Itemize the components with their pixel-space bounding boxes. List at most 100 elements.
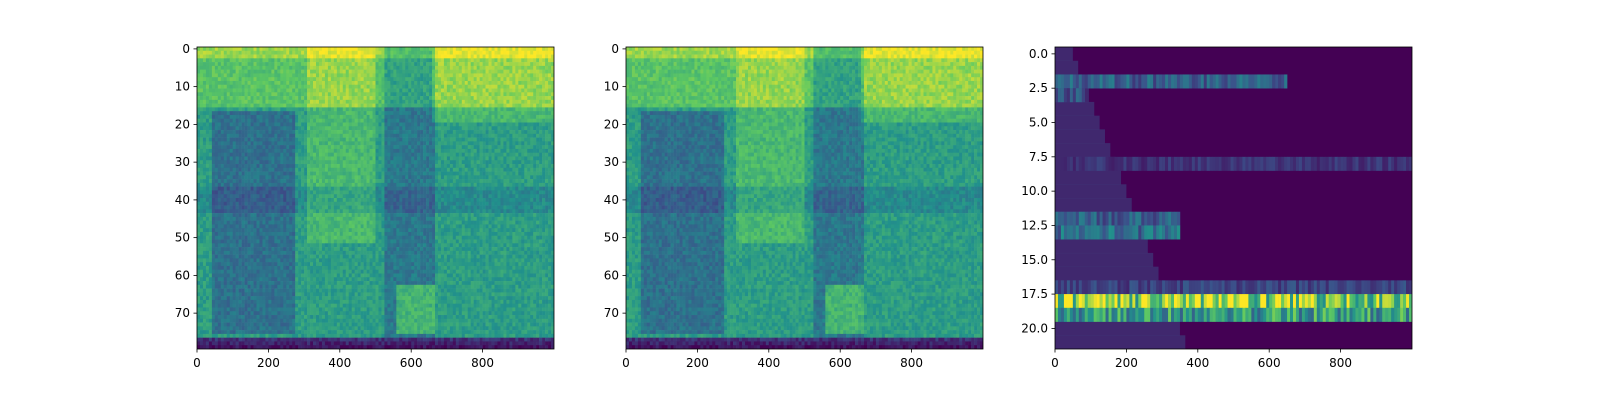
heatmap-cell — [506, 160, 510, 165]
heatmap-cell — [503, 84, 507, 89]
heatmap-cell — [241, 58, 245, 63]
heatmap-cell — [423, 160, 427, 165]
heatmap-cell — [339, 77, 344, 82]
heatmap-cell — [247, 73, 251, 78]
heatmap-cell — [259, 198, 263, 203]
heatmap-cell — [384, 190, 388, 195]
heatmap-cell — [238, 186, 242, 191]
heatmap-cell — [351, 156, 355, 161]
heatmap-cell — [235, 190, 239, 195]
heatmap-cell — [396, 198, 400, 203]
heatmap-cell — [503, 99, 507, 104]
heatmap-cell — [247, 54, 251, 59]
heatmap-cell — [327, 103, 332, 108]
heatmap-cell — [208, 175, 213, 180]
heatmap-cell — [369, 182, 373, 187]
heatmap-cell — [393, 179, 397, 184]
heatmap-cell — [310, 148, 314, 154]
heatmap-cell — [488, 171, 492, 176]
heatmap-cell — [244, 118, 248, 123]
heatmap-cell — [247, 92, 251, 97]
heatmap-cell — [437, 175, 442, 180]
heatmap-cell — [330, 103, 335, 108]
heatmap-cell — [539, 58, 543, 63]
heatmap-cell — [387, 179, 391, 184]
heatmap-cell — [247, 50, 251, 55]
heatmap-cell — [509, 84, 513, 89]
heatmap-cell — [226, 160, 231, 165]
heatmap-cell — [327, 198, 332, 203]
heatmap-cell — [271, 167, 275, 172]
heatmap-cell — [420, 50, 424, 55]
heatmap-cell — [250, 107, 254, 112]
heatmap-cell — [458, 126, 463, 131]
heatmap-cell — [446, 88, 451, 93]
heatmap-cell — [342, 122, 347, 127]
heatmap-cell — [313, 111, 317, 116]
heatmap-cell — [521, 107, 525, 112]
heatmap-cell — [375, 107, 379, 112]
heatmap-cell — [197, 156, 201, 161]
heatmap-cell — [226, 99, 231, 104]
heatmap-cell — [390, 137, 394, 142]
heatmap-cell — [333, 54, 338, 59]
heatmap-cell — [429, 122, 433, 127]
heatmap-cell — [250, 122, 254, 127]
heatmap-cell — [232, 145, 236, 150]
heatmap-cell — [289, 194, 293, 199]
heatmap-cell — [223, 130, 228, 135]
heatmap-cell — [443, 65, 448, 70]
heatmap-cell — [339, 88, 344, 93]
heatmap-cell — [467, 54, 471, 59]
heatmap-cell — [435, 62, 439, 67]
heatmap-cell — [339, 96, 344, 101]
heatmap-cell — [265, 111, 269, 116]
heatmap-cell — [205, 99, 210, 104]
heatmap-cell — [539, 167, 543, 172]
heatmap-cell — [429, 182, 433, 187]
heatmap-cell — [500, 114, 504, 120]
heatmap-cell — [241, 54, 245, 59]
heatmap-cell — [408, 50, 412, 55]
heatmap-cell — [295, 84, 299, 89]
heatmap-cell — [542, 167, 546, 172]
heatmap-cell — [259, 103, 263, 108]
heatmap-cell — [372, 175, 376, 180]
heatmap-cell — [283, 111, 287, 116]
heatmap-cell — [372, 118, 376, 123]
heatmap-cell — [289, 186, 293, 191]
heatmap-cell — [390, 167, 394, 172]
heatmap-cell — [384, 126, 388, 131]
heatmap-cell — [509, 141, 513, 146]
heatmap-cell — [354, 122, 358, 127]
heatmap-cell — [214, 182, 219, 187]
heatmap-cell — [369, 47, 373, 52]
heatmap-cell — [262, 73, 266, 78]
heatmap-cell — [384, 167, 388, 172]
heatmap-cell — [321, 111, 326, 116]
heatmap-cell — [223, 148, 228, 154]
heatmap-cell — [539, 122, 543, 127]
heatmap-cell — [536, 194, 540, 199]
heatmap-cell — [324, 133, 329, 138]
heatmap-cell — [327, 107, 332, 112]
heatmap-cell — [271, 179, 275, 184]
heatmap-cell — [280, 96, 284, 101]
heatmap-cell — [298, 73, 302, 78]
heatmap-cell — [494, 73, 498, 78]
heatmap-cell — [277, 80, 281, 86]
heatmap-cell — [387, 50, 391, 55]
heatmap-cell — [435, 99, 439, 104]
heatmap-cell — [369, 126, 373, 131]
heatmap-cell — [435, 58, 439, 63]
heatmap-cell — [345, 190, 350, 195]
heatmap-cell — [432, 190, 436, 195]
heatmap-cell — [464, 111, 469, 116]
heatmap-cell — [372, 145, 376, 150]
heatmap-cell — [536, 145, 540, 150]
heatmap-cell — [253, 107, 257, 112]
heatmap-cell — [318, 126, 323, 131]
heatmap-cell — [310, 73, 314, 78]
heatmap-cell — [304, 96, 308, 101]
heatmap-cell — [208, 50, 213, 55]
